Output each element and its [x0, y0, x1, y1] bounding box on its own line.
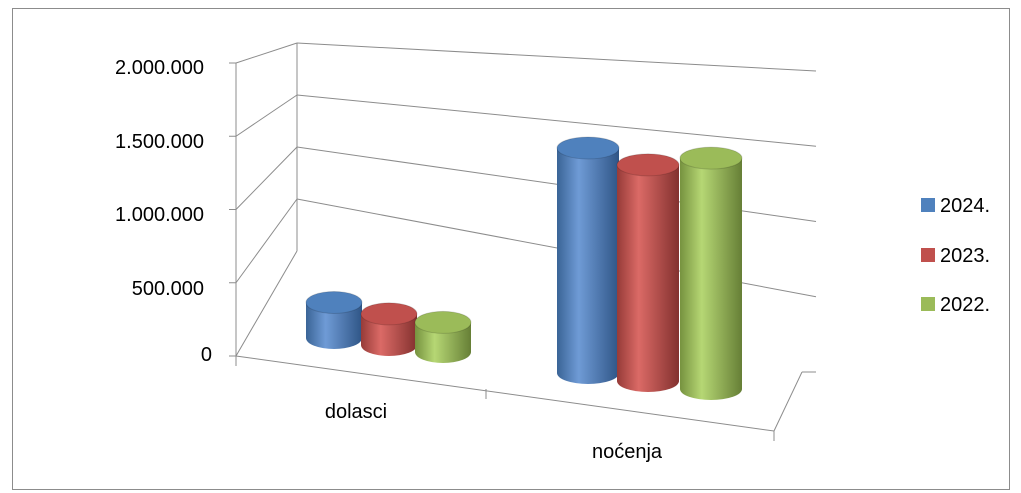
y-tick-label: 1.000.000 [115, 204, 204, 226]
gridline [296, 94, 817, 147]
side-gridline [235, 146, 298, 210]
bar-2023 [617, 164, 679, 392]
bar-top [556, 136, 620, 160]
category-axis-line [235, 355, 775, 432]
legend-label: 2022. [940, 294, 990, 316]
legend-label: 2024. [940, 195, 990, 217]
floor-edge [773, 371, 803, 432]
legend-swatch [921, 198, 935, 212]
side-gridline [235, 250, 298, 357]
bar-2024 [557, 148, 619, 384]
side-gridline [235, 198, 298, 284]
legend-swatch [921, 297, 935, 311]
y-tick-label: 500.000 [132, 278, 204, 300]
y-tick-label: 0 [201, 344, 212, 366]
side-gridline [235, 94, 298, 137]
category-label: dolasci [325, 401, 387, 423]
category-label: noćenja [592, 441, 663, 463]
bar-2022 [680, 158, 742, 400]
chart-frame [12, 8, 1010, 490]
bar-2024 [306, 302, 362, 349]
bar-top [305, 290, 363, 314]
side-gridline [235, 42, 298, 64]
bar-top [616, 153, 680, 177]
y-tick-label: 1.500.000 [115, 131, 204, 153]
bar-top [360, 302, 418, 326]
legend-swatch [921, 248, 935, 262]
gridline [296, 42, 817, 72]
bar-2022 [415, 322, 471, 363]
bar-top [414, 310, 472, 334]
y-tick-label: 2.000.000 [115, 57, 204, 79]
bar-2023 [361, 313, 417, 356]
legend-label: 2023. [940, 245, 990, 267]
bar-top [679, 146, 743, 170]
